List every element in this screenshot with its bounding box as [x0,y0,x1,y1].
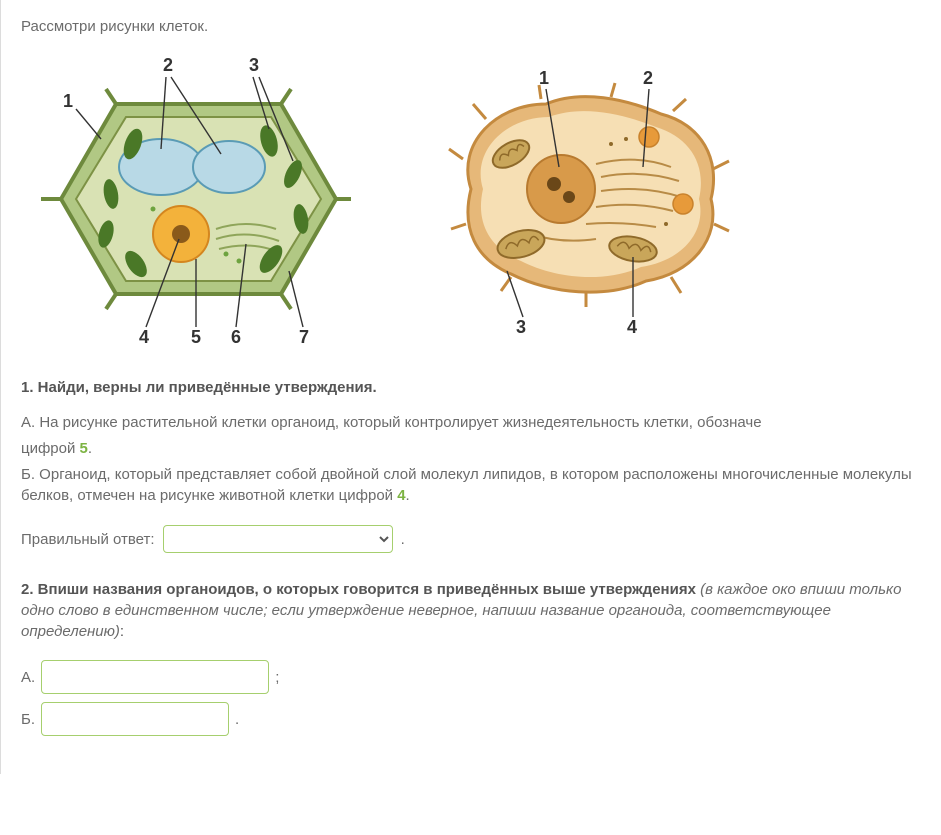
task-instruction: Рассмотри рисунки клеток. [21,18,921,35]
q1-a-post: . [88,440,92,457]
animal-label-1: 1 [539,68,549,88]
plant-vacuole [193,141,265,193]
animal-ribosome [664,222,668,226]
animal-cell-svg: 1 2 3 4 [411,49,741,339]
q1-answer-label: Правильный ответ: [21,531,155,548]
q1-statement-a: А. На рисунке растительной клетки органо… [21,412,921,460]
q2-after-a: ; [275,669,279,686]
plant-label-2: 2 [163,55,173,75]
q1-a-numlabel: цифрой [21,440,80,457]
q1-statement-b: Б. Органоид, который представляет собой … [21,464,921,508]
q2-row-a: А. ; [21,660,921,694]
plant-ribosome [237,259,242,264]
leader-line [289,271,303,327]
q2-row-b: Б. . [21,702,921,736]
q1-answer-select[interactable] [163,525,393,553]
q2-after-b: . [235,711,239,728]
animal-nucleolus [563,191,575,203]
plant-wall-spoke [106,294,116,309]
animal-cell-diagram: 1 2 3 4 [411,49,741,339]
q1-a-text: А. На рисунке растительной клетки органо… [21,414,762,431]
q1-heading: 1. Найди, верны ли приведённые утвержден… [21,379,921,396]
animal-ribosome [609,142,613,146]
animal-nucleolus [547,177,561,191]
q2-bold: 2. Впиши названия органоидов, о которых … [21,581,700,598]
q1-b-post: . [406,487,410,504]
plant-nucleolus [172,225,190,243]
animal-vesicle [639,127,659,147]
plant-wall-spoke [281,89,291,104]
plant-label-5: 5 [191,327,201,347]
plant-label-6: 6 [231,327,241,347]
q1-b-number: 4 [397,487,405,504]
animal-ribosome [624,137,628,141]
plant-wall-spoke [281,294,291,309]
plant-label-7: 7 [299,327,309,347]
plant-label-1: 1 [63,91,73,111]
q2-input-b[interactable] [41,702,229,736]
q1-answer-after: . [401,531,405,548]
animal-label-4: 4 [627,317,637,337]
q1-answer-row: Правильный ответ: . [21,525,921,553]
plant-cell-diagram: 1 2 3 4 5 6 7 [21,49,351,349]
q2-input-a[interactable] [41,660,269,694]
q1-a-number: 5 [80,440,88,457]
plant-ribosome [151,207,156,212]
plant-wall-spoke [106,89,116,104]
diagrams-row: 1 2 3 4 5 6 7 [21,49,921,349]
q2-label-b: Б. [21,711,35,728]
q2-colon: : [120,623,124,640]
animal-nucleus [527,155,595,223]
animal-vesicle [673,194,693,214]
animal-label-3: 3 [516,317,526,337]
animal-label-2: 2 [643,68,653,88]
plant-cell-svg: 1 2 3 4 5 6 7 [21,49,351,349]
q2-prompt: 2. Впиши названия органоидов, о которых … [21,579,921,642]
plant-ribosome [224,252,229,257]
q1-b-text: Б. Органоид, который представляет собой … [21,466,912,505]
plant-label-3: 3 [249,55,259,75]
leader-line [76,109,101,139]
plant-label-4: 4 [139,327,149,347]
q2-label-a: А. [21,669,35,686]
